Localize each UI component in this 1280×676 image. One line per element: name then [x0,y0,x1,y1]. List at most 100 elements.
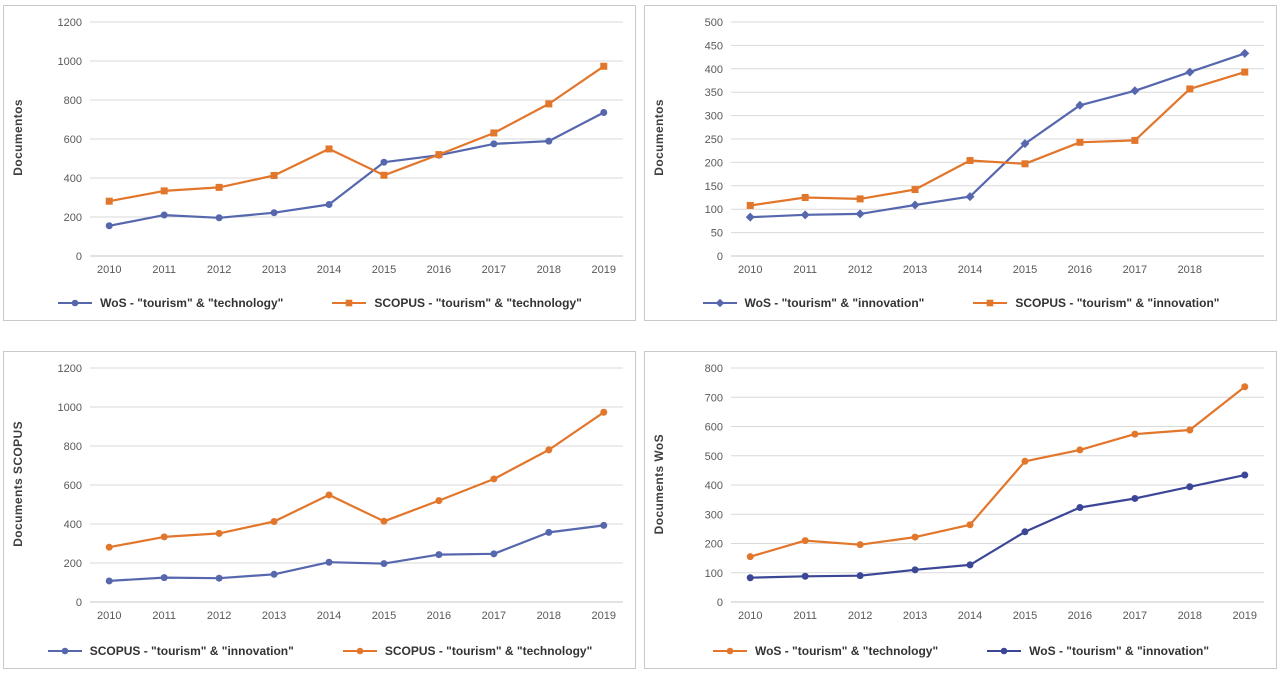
data-point-marker [1131,494,1139,502]
data-point-marker [215,214,223,222]
y-tick-label: 0 [76,597,82,609]
series-group [746,68,1249,209]
data-point-marker [965,192,975,202]
chart-legend: WoS - "tourism" & "innovation" SCOPUS - … [647,286,1274,320]
data-point-marker [1021,160,1029,168]
y-tick-label: 1200 [58,17,82,29]
data-point-marker [270,171,278,179]
chart-legend: WoS - "tourism" & "technology" SCOPUS - … [6,286,633,320]
legend-item: WoS - "tourism" & "innovation" [702,296,925,310]
data-point-marker [726,647,734,655]
y-axis-title-text: Documentos [652,98,666,176]
data-point-marker [801,572,809,580]
data-point-marker [325,145,333,153]
data-point-marker [746,201,754,209]
data-point-marker [545,100,553,108]
x-tick-label: 2016 [1068,264,1092,276]
y-tick-label: 200 [64,212,82,224]
data-point-marker [1241,383,1249,391]
data-point-marker [966,561,974,569]
data-point-marker [600,408,608,416]
x-tick-label: 2018 [537,264,561,276]
legend-line-icon [58,299,93,307]
data-point-marker [600,521,608,529]
y-axis-title: Documentos [6,10,30,286]
data-point-marker [1186,426,1194,434]
y-axis-title: Documents WoS [647,356,671,634]
data-point-marker [801,537,809,545]
data-point-marker [856,541,864,549]
data-point-marker [1131,430,1139,438]
y-tick-label: 600 [64,480,82,492]
x-axis-labels-group: 2010 2011 2012 2013 2014 2015 2016 2017 2018 [738,264,1202,276]
data-point-marker [1021,457,1029,465]
y-tick-label: 1000 [58,402,82,414]
data-point-marker [800,210,810,220]
x-tick-label: 2019 [1233,610,1257,622]
data-point-marker [987,299,994,307]
chart-body: Documentos 0 50 100 150 200 250 300 350 400 450 50… [647,10,1274,286]
data-point-marker [856,195,864,203]
x-tick-label: 2010 [97,264,121,276]
data-point-marker [1185,67,1195,77]
y-tick-label: 400 [705,64,723,76]
data-point-marker [215,529,223,537]
data-point-marker [746,553,754,561]
data-point-marker [1076,446,1084,454]
chart-panel-scopus-innovation-vs-technology: Documents SCOPUS 0 200 400 600 800 1000 1200 20… [3,351,636,669]
y-axis-title-text: Documents WoS [652,433,666,535]
x-tick-label: 2014 [958,264,982,276]
data-point-marker [801,194,809,201]
y-tick-label: 1200 [58,363,82,375]
legend-swatch-icon [47,645,83,657]
legend-label: WoS - "tourism" & "technology" [754,644,939,658]
data-point-marker [1131,136,1139,144]
data-point-marker [270,209,278,217]
data-point-marker [160,187,168,195]
x-tick-label: 2010 [97,610,121,622]
y-tick-label: 200 [64,558,82,570]
x-axis-labels-group: 2010 2011 2012 2013 2014 2015 2016 2017 2018 2019 [97,264,616,276]
series-path [749,385,1246,558]
legend-line-icon [702,298,737,308]
y-axis-title-text: Documents SCOPUS [11,421,25,547]
data-point-marker [1021,528,1029,536]
data-point-marker [105,222,113,230]
x-axis-labels-group: 2010 2011 2012 2013 2014 2015 2016 2017 2018 2019 [97,610,616,622]
series-group [105,521,608,585]
x-axis-labels-group: 2010 2011 2012 2013 2014 2015 2016 2017 2018 2019 [738,610,1257,622]
data-point-marker [911,566,919,574]
data-point-marker [160,211,168,219]
y-tick-label: 50 [711,228,723,240]
legend-swatch-icon [972,297,1008,309]
x-tick-label: 2010 [738,264,762,276]
data-point-marker [911,533,919,541]
x-tick-label: 2018 [537,610,561,622]
data-point-marker [105,543,113,551]
y-tick-label: 400 [705,480,723,492]
data-point-marker [745,212,755,222]
data-point-marker [346,299,353,307]
legend-label: SCOPUS - "tourism" & "technology" [374,296,582,310]
data-point-marker [270,570,278,578]
legend-line-icon [342,647,377,655]
x-tick-label: 2010 [738,610,762,622]
data-point-marker [545,446,553,454]
legend-item: WoS - "tourism" & "technology" [712,644,938,658]
series-group [746,383,1249,561]
data-point-marker [545,137,553,145]
legend-label: WoS - "tourism" & "innovation" [744,296,925,310]
data-point-marker [325,201,333,209]
x-tick-label: 2012 [848,264,872,276]
x-tick-label: 2017 [482,264,506,276]
y-tick-label: 500 [705,451,723,463]
x-tick-label: 2011 [793,264,817,276]
legend-item: SCOPUS - "tourism" & "innovation" [47,644,294,658]
x-tick-label: 2015 [372,610,396,622]
data-point-marker [1186,483,1194,491]
series-group [746,471,1249,582]
series-path [750,474,1246,579]
y-tick-label: 600 [705,422,723,434]
y-tick-label: 200 [705,539,723,551]
